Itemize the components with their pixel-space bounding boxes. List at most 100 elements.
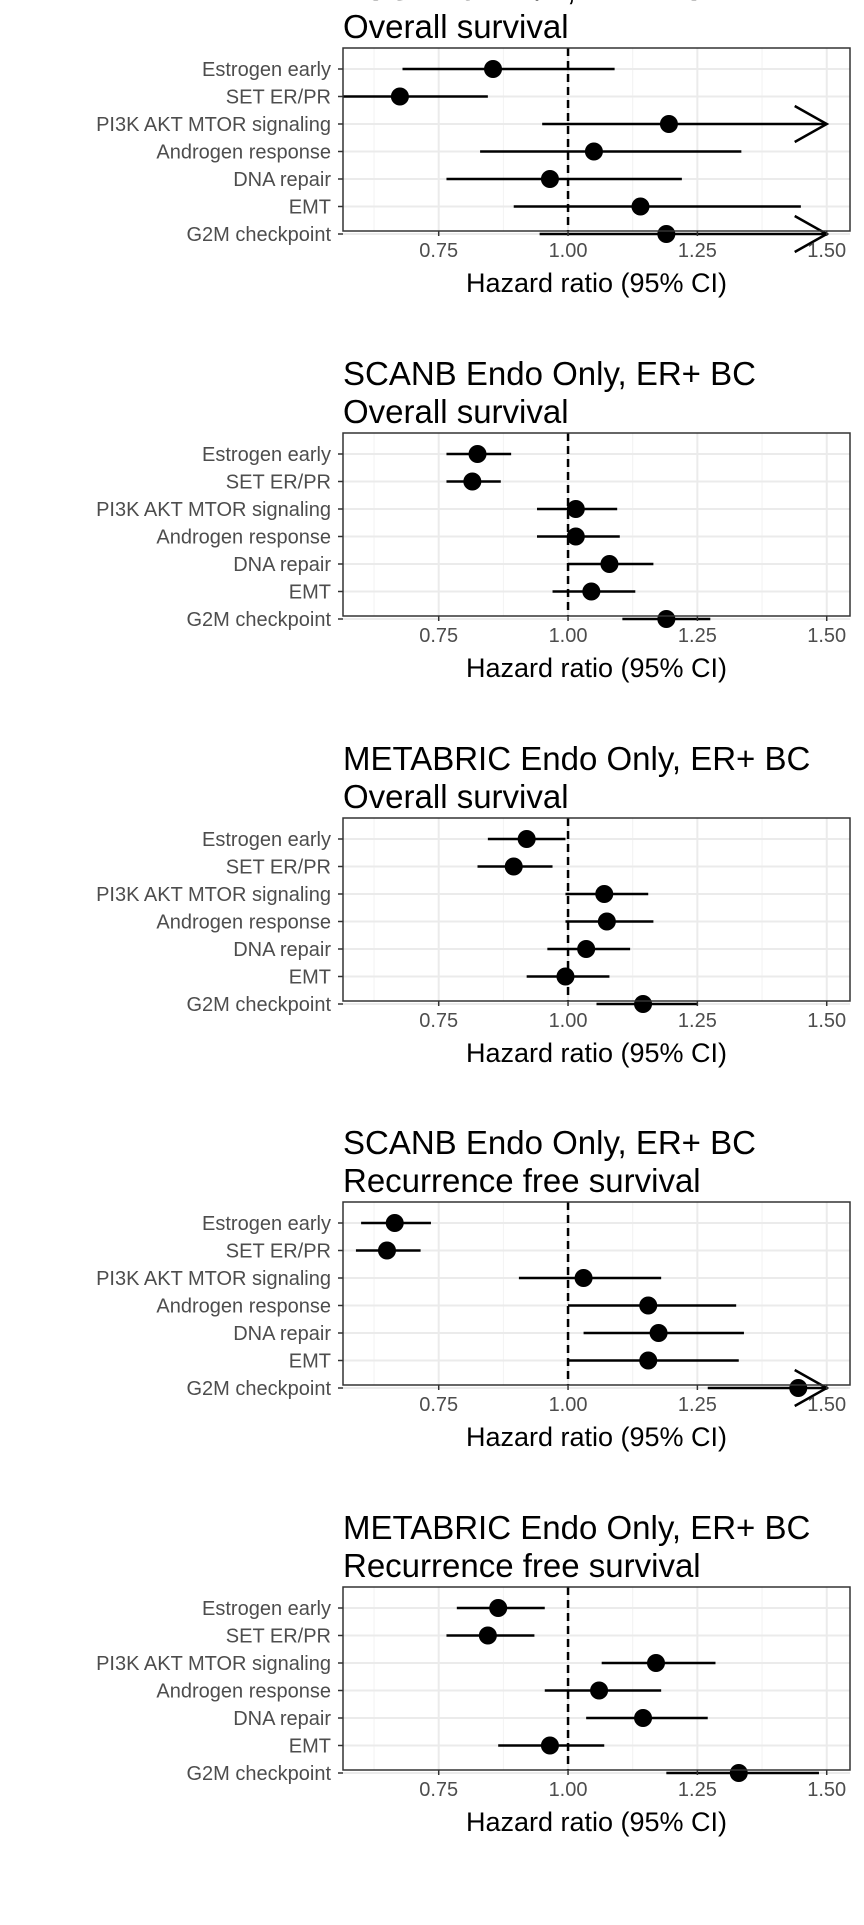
point-estimate [639,1351,658,1370]
point-estimate [463,472,482,491]
point-estimate [540,1736,559,1755]
category-label: Androgen response [156,1296,331,1318]
point-estimate [566,500,585,518]
point-estimate [584,142,603,161]
row-3: PI3K AKT MTOR signaling [96,1653,716,1675]
panel-border [342,1586,851,1771]
point-estimate [540,170,559,188]
row-2: SET ER/PR [226,857,553,879]
point-estimate [574,1269,593,1287]
category-label: Estrogen early [202,444,331,466]
category-label: EMT [289,1351,331,1373]
point-estimate [789,1379,808,1397]
point-estimate [484,60,503,78]
row-3: PI3K AKT MTOR signaling [96,104,830,144]
x-tick-label: 1.00 [549,240,588,262]
row-7: G2M checkpoint [186,214,830,254]
truncation-arrow [794,104,830,144]
x-tick-label: 1.50 [807,1779,846,1801]
x-tick-label: 1.50 [807,1010,846,1032]
category-label: SET ER/PR [226,472,331,494]
point-estimate [478,1626,497,1645]
category-label: Estrogen early [202,829,331,851]
category-label: Androgen response [156,1681,331,1703]
category-label: SET ER/PR [226,87,331,109]
row-5: DNA repair [233,169,682,191]
category-label: DNA repair [233,1323,331,1345]
category-label: Androgen response [156,912,331,934]
panel-subtitle: Overall survival [343,393,569,430]
category-label: G2M checkpoint [186,1378,331,1400]
panel-subtitle: Overall survival [343,8,569,45]
category-label: G2M checkpoint [186,609,331,631]
x-tick-label: 1.25 [678,1779,717,1801]
row-4: Androgen response [156,1681,662,1703]
point-estimate [634,995,653,1013]
row-6: EMT [289,1736,605,1758]
row-4: Androgen response [156,1296,737,1318]
category-label: PI3K AKT MTOR signaling [96,499,331,521]
panel-subtitle: Recurrence free survival [343,1162,701,1199]
row-5: DNA repair [233,1323,744,1345]
row-2: SET ER/PR [226,472,501,494]
row-1: Estrogen early [202,829,566,851]
panel-border [342,1201,851,1386]
category-label: PI3K AKT MTOR signaling [96,884,331,906]
x-axis-title: Hazard ratio (95% CI) [466,1422,727,1452]
x-tick-label: 1.00 [549,1779,588,1801]
category-label: G2M checkpoint [186,224,331,246]
category-label: Estrogen early [202,1213,331,1235]
point-estimate [556,967,575,986]
panel-subtitle: Overall survival [343,778,569,815]
point-estimate [600,555,619,573]
row-7: G2M checkpoint [186,1763,819,1785]
category-label: G2M checkpoint [186,1763,331,1785]
row-3: PI3K AKT MTOR signaling [96,884,649,906]
category-label: PI3K AKT MTOR signaling [96,1268,331,1290]
row-3: PI3K AKT MTOR signaling [96,499,618,521]
row-4: Androgen response [156,527,620,549]
point-estimate [597,912,616,931]
category-label: DNA repair [233,554,331,576]
category-label: G2M checkpoint [186,994,331,1016]
x-axis-title: Hazard ratio (95% CI) [466,1038,727,1068]
row-1: Estrogen early [202,1598,545,1620]
category-label: SET ER/PR [226,1241,331,1263]
point-estimate [517,830,536,848]
row-4: Androgen response [156,912,654,934]
x-tick-label: 1.50 [807,1394,846,1416]
panel-border [342,432,851,617]
point-estimate [377,1241,396,1260]
row-7: G2M checkpoint [186,609,711,631]
point-estimate [649,1324,668,1342]
x-tick-label: 1.50 [807,240,846,262]
point-estimate [631,197,650,216]
panel-title: METABRIC Endo Only, ER+ BC [343,740,810,777]
point-estimate [504,857,523,876]
category-label: EMT [289,1736,331,1758]
row-5: DNA repair [233,1708,708,1730]
point-estimate [590,1681,609,1700]
point-estimate [646,1654,665,1672]
category-label: EMT [289,197,331,219]
panel-subtitle: Recurrence free survival [343,1547,701,1584]
point-estimate [489,1599,508,1617]
point-estimate [729,1764,748,1782]
point-estimate [582,582,601,601]
row-4: Androgen response [156,142,742,164]
category-label: Androgen response [156,142,331,164]
panel-title: SCANB Endo Only, ER+ BC [343,1124,756,1161]
point-estimate [390,87,409,106]
x-axis-title: Hazard ratio (95% CI) [466,653,727,683]
category-label: PI3K AKT MTOR signaling [96,114,331,136]
x-axis-title: Hazard ratio (95% CI) [466,268,727,298]
x-tick-label: 1.00 [549,1394,588,1416]
point-estimate [634,1709,653,1727]
category-label: SET ER/PR [226,1626,331,1648]
category-label: DNA repair [233,939,331,961]
